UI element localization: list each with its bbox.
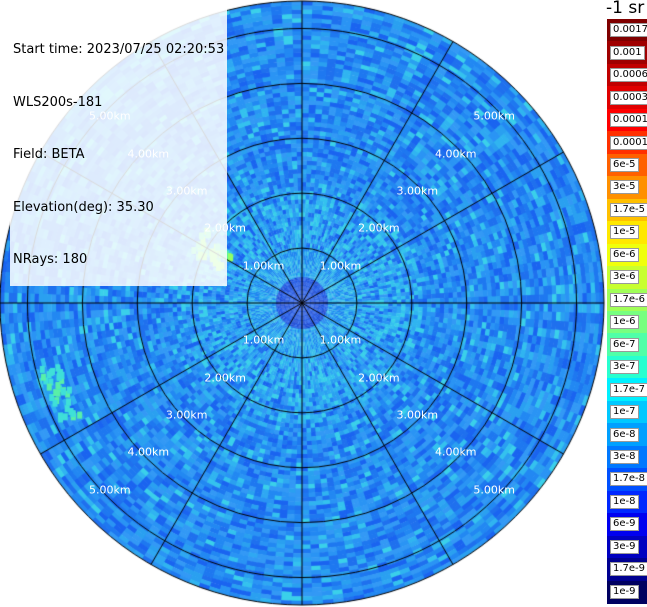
field-text: Field: BETA bbox=[13, 147, 85, 162]
colorbar-tick-label: 1e-7 bbox=[610, 405, 639, 420]
colorbar-tick-label: 1.7e-7 bbox=[610, 382, 647, 397]
colorbar-tick-label: 1e-6 bbox=[610, 315, 639, 330]
ring-label: 5.00km bbox=[473, 483, 515, 497]
colorbar-tick-label: 1e-9 bbox=[610, 584, 639, 599]
ring-label: 5.00km bbox=[89, 109, 131, 123]
ring-label: 4.00km bbox=[434, 445, 477, 459]
colorbar-tick-label: 3e-9 bbox=[610, 539, 639, 554]
ring-label: 4.00km bbox=[127, 445, 170, 459]
colorbar-tick-label: 1e-5 bbox=[610, 225, 639, 240]
colorbar-tick-label: 0.0001 bbox=[610, 135, 647, 150]
ring-label: 3.00km bbox=[165, 408, 208, 422]
ring-label: 5.00km bbox=[473, 109, 515, 123]
colorbar-tick-label: 6e-9 bbox=[610, 517, 639, 532]
start-time-text: Start time: 2023/07/25 02:20:53 bbox=[13, 42, 225, 57]
nrays-text: NRays: 180 bbox=[13, 252, 88, 267]
ring-label: 1.00km bbox=[242, 333, 285, 347]
ring-label: 4.00km bbox=[434, 147, 477, 161]
colorbar-tick-label: 3e-5 bbox=[610, 180, 639, 195]
ring-label: 4.00km bbox=[127, 147, 170, 161]
colorbar-tick-label: 6e-8 bbox=[610, 427, 639, 442]
colorbar-tick-label: 6e-5 bbox=[610, 158, 639, 172]
ring-label: 1.00km bbox=[319, 333, 362, 347]
ring-label: 3.00km bbox=[165, 184, 208, 198]
colorbar-tick-label: 1.7e-6 bbox=[610, 292, 647, 307]
ring-label: 2.00km bbox=[204, 221, 246, 235]
colorbar-tick-label: 0.0017 bbox=[610, 23, 647, 38]
colorbar-tick-label: 0.0003 bbox=[610, 90, 647, 105]
ring-label: 3.00km bbox=[396, 184, 439, 198]
elevation-text: Elevation(deg): 35.30 bbox=[13, 199, 154, 215]
colorbar-tick-label: 1.7e-5 bbox=[610, 202, 647, 217]
colorbar-tick-label: 0.0006 bbox=[610, 68, 647, 83]
colorbar-tick-label: 0.00017 bbox=[610, 113, 647, 128]
colorbar-tick-label: 1e-8 bbox=[610, 494, 639, 509]
colorbar-tick-label: 6e-7 bbox=[610, 337, 639, 352]
ring-label: 2.00km bbox=[204, 371, 246, 385]
colorbar-tick-label: 3e-7 bbox=[610, 360, 639, 375]
colorbar-tick-label: 0.001 bbox=[610, 45, 645, 60]
colorbar-tick-label: 1.7e-9 bbox=[610, 562, 647, 577]
colorbar: 0.0017 0.001 0.0006 0.0003 0.00017 0.0001 6e-5… bbox=[607, 19, 647, 604]
colorbar-tick-label: 3e-8 bbox=[610, 450, 639, 464]
colorbar-units: -1 sr bbox=[606, 0, 645, 18]
ring-label: 2.00km bbox=[358, 221, 400, 235]
ring-label: 1.00km bbox=[319, 259, 362, 273]
info-box: Start time: 2023/07/25 02:20:53 WLS200s-… bbox=[10, 6, 228, 286]
instrument-text: WLS200s-181 bbox=[13, 94, 103, 110]
ring-label: 1.00km bbox=[242, 259, 285, 273]
colorbar-tick-label: 3e-6 bbox=[610, 270, 639, 285]
colorbar-tick-label: 1.7e-8 bbox=[610, 472, 647, 487]
colorbar-tick-label: 6e-6 bbox=[610, 247, 639, 262]
ring-label: 5.00km bbox=[89, 483, 131, 497]
ring-label: 2.00km bbox=[358, 371, 400, 385]
ring-label: 3.00km bbox=[396, 408, 439, 422]
